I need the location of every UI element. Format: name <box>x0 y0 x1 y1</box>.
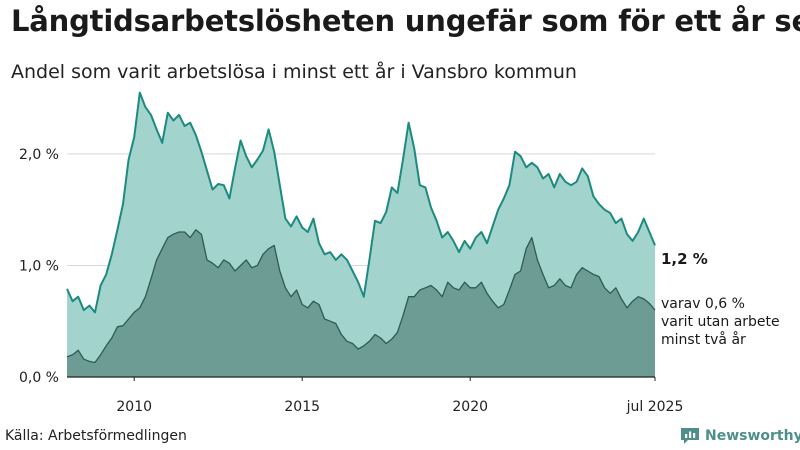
brand-logo[interactable]: Newsworthy <box>680 427 800 445</box>
y-tick-label: 0,0 % <box>19 370 59 386</box>
series-area-long_term <box>67 229 655 377</box>
annotation-labels: 1,2 % varav 0,6 % varit utan arbete mins… <box>661 250 780 348</box>
total-value-label: 1,2 % <box>661 250 708 268</box>
series-line-long_term <box>66 229 656 364</box>
y-tick-label: 1,0 % <box>19 258 59 274</box>
long-term-label-line-3: minst två år <box>661 331 746 348</box>
x-tick-label: 2020 <box>452 399 488 415</box>
series-line-total <box>66 91 656 314</box>
axes: 0,0 % 1,0 % 2,0 % 2010 2015 2020 jul 2025 <box>19 147 683 415</box>
series-areas <box>66 91 656 377</box>
bar-chart-logo-icon <box>681 428 699 444</box>
x-tick-label: jul 2025 <box>626 399 684 415</box>
long-term-label-line-2: varit utan arbete <box>661 314 780 330</box>
y-tick-label: 2,0 % <box>19 147 59 163</box>
x-tick-label: 2010 <box>116 399 152 415</box>
long-term-label-line-1: varav 0,6 % <box>661 296 745 312</box>
chart-title: Långtidsarbetslösheten ungefär som för e… <box>11 4 800 38</box>
x-tick-label: 2015 <box>284 399 320 415</box>
chart-subtitle: Andel som varit arbetslösa i minst ett å… <box>11 61 577 83</box>
source-note: Källa: Arbetsförmedlingen <box>5 428 187 444</box>
brand-name: Newsworthy <box>705 428 800 444</box>
